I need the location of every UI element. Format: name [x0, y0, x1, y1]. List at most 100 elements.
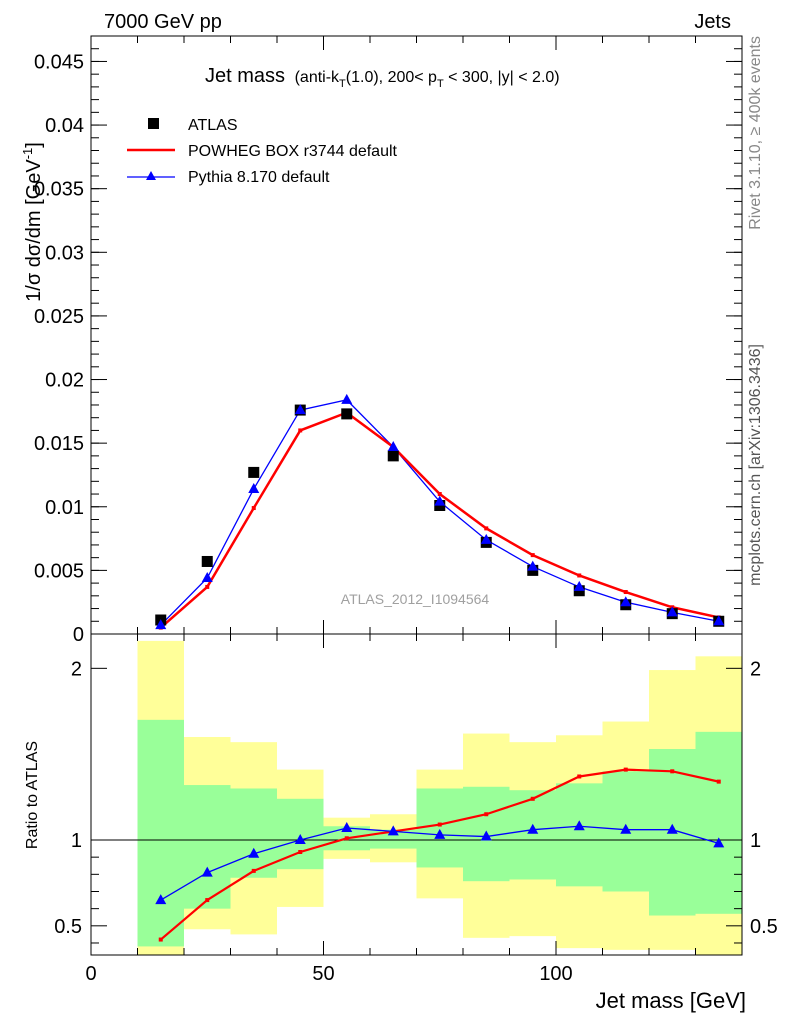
series-layer — [155, 393, 725, 942]
x-tick-label: 0 — [85, 963, 96, 985]
powheg-point — [623, 590, 628, 595]
pythia-ratio-point — [201, 866, 213, 877]
powheg-ratio-point — [251, 868, 256, 873]
pythia-ratio-point — [620, 823, 632, 834]
ratio-tick-label-right: 0.5 — [750, 916, 778, 938]
title-main: Jet mass — [205, 65, 285, 87]
legend-powheg-label: POWHEG BOX r3744 default — [188, 143, 398, 160]
pythia-ratio-point — [341, 821, 353, 832]
pythia-point — [620, 596, 632, 607]
pythia-ratio-point — [294, 833, 306, 844]
y-tick-label: 0.045 — [34, 51, 84, 73]
title-part-1: (anti-k — [295, 69, 340, 86]
atlas-point — [248, 466, 260, 478]
powheg-ratio-point — [437, 822, 442, 827]
ratio-inner-band-bin — [370, 829, 417, 849]
ratio-inner-band-bin — [230, 788, 277, 878]
y-tick-label: 0.025 — [34, 306, 84, 328]
atlas-point — [201, 555, 213, 567]
y-axis-label-sup: -1 — [20, 148, 35, 160]
legend-atlas-marker — [148, 118, 159, 129]
y-tick-label: 0.03 — [45, 242, 84, 264]
pythia-point — [713, 615, 725, 626]
ratio-tick-label-right: 1 — [750, 830, 761, 852]
title-part-2: (1.0), 200< p — [346, 69, 437, 86]
y-tick-label: 0.015 — [34, 433, 84, 455]
ratio-inner-band-bin — [184, 785, 231, 909]
header-left: 7000 GeV pp — [104, 11, 222, 33]
ratio-inner-band-bin — [556, 783, 603, 887]
pythia-point — [527, 560, 539, 571]
axis-ticks: 0 50 100 0 0.005 0.01 0.015 0.02 0.025 0.03 0.035 0… — [34, 36, 778, 985]
pythia-point — [294, 404, 306, 415]
pythia-point — [201, 572, 213, 583]
powheg-point — [577, 573, 582, 578]
powheg-ratio-point — [623, 767, 628, 772]
pythia-point — [248, 482, 260, 493]
y-axis-label: 1/σ dσ/dm [GeV-1] — [20, 142, 45, 302]
ratio-inner-band-bin — [137, 719, 184, 947]
ratio-tick-label-left: 2 — [71, 658, 82, 680]
pythia-ratio-point — [573, 820, 585, 831]
y-tick-label: 0.04 — [45, 115, 84, 137]
ratio-tick-label-right: 2 — [750, 658, 761, 680]
pythia-point — [434, 495, 446, 506]
side-label-top: Rivet 3.1.10, ≥ 400k events — [747, 36, 764, 230]
y-tick-label: 0.02 — [45, 370, 84, 392]
legend-pythia-marker — [146, 171, 156, 180]
legend: ATLAS POWHEG BOX r3744 default Pythia 8.… — [127, 117, 398, 186]
powheg-ratio-point — [716, 779, 721, 784]
ratio-axis-label: Ratio to ATLAS — [24, 741, 41, 849]
pythia-ratio-point — [155, 894, 167, 905]
side-label-bottom: mcplots.cern.ch [arXiv:1306.3436] — [747, 344, 764, 586]
ratio-tick-label-left: 0.5 — [54, 916, 82, 938]
pythia-point — [573, 580, 585, 591]
watermark: ATLAS_2012_I1094564 — [341, 591, 490, 607]
pythia-ratio-point — [434, 828, 446, 839]
pythia-point — [666, 606, 678, 617]
pythia-point — [155, 619, 167, 630]
chart-title: Jet mass (anti-kT(1.0), 200< pT < 300, |… — [205, 65, 560, 90]
powheg-ratio-point — [298, 850, 303, 855]
atlas-point — [341, 408, 353, 420]
y-axis-label-main: 1/σ dσ/dm [GeV — [23, 159, 45, 302]
powheg-ratio-point — [484, 812, 489, 817]
powheg-point — [484, 526, 489, 531]
powheg-ratio-point — [577, 774, 582, 779]
powheg-ratio-point — [670, 769, 675, 774]
powheg-point — [298, 428, 303, 433]
powheg-ratio-point — [158, 937, 163, 942]
y-tick-label: 0.035 — [34, 179, 84, 201]
ratio-inner-band-bin — [416, 788, 463, 868]
ratio-tick-label-left: 1 — [71, 830, 82, 852]
powheg-ratio-point — [530, 796, 535, 801]
pythia-ratio-point — [248, 847, 260, 858]
pythia-ratio-point — [713, 837, 725, 848]
pythia-ratio-point — [387, 825, 399, 836]
pythia-point — [387, 440, 399, 451]
pythia-point — [480, 533, 492, 544]
y-axis-label-close: ] — [23, 142, 45, 148]
powheg-point — [251, 506, 256, 511]
atlas-point — [387, 450, 399, 462]
pythia-ratio-point — [527, 823, 539, 834]
x-axis-label: Jet mass [GeV] — [596, 988, 746, 1013]
x-tick-label: 50 — [312, 963, 334, 985]
y-tick-label: 0 — [73, 624, 84, 646]
ratio-inner-band-bin — [695, 731, 742, 914]
y-tick-label: 0.01 — [45, 497, 84, 519]
pythia-ratio-point — [666, 823, 678, 834]
powheg-point — [530, 553, 535, 558]
pythia-point — [341, 393, 353, 404]
title-part-3: < 300, |y| < 2.0) — [444, 69, 560, 86]
powheg-point — [437, 492, 442, 497]
title-sub-2: T — [437, 78, 444, 90]
powheg-ratio-point — [344, 836, 349, 841]
header-right: Jets — [694, 11, 731, 33]
pythia-ratio-point — [480, 830, 492, 841]
legend-pythia-label: Pythia 8.170 default — [188, 169, 330, 186]
y-tick-label: 0.005 — [34, 560, 84, 582]
title-sub-1: T — [339, 78, 346, 90]
x-tick-label: 100 — [539, 963, 572, 985]
